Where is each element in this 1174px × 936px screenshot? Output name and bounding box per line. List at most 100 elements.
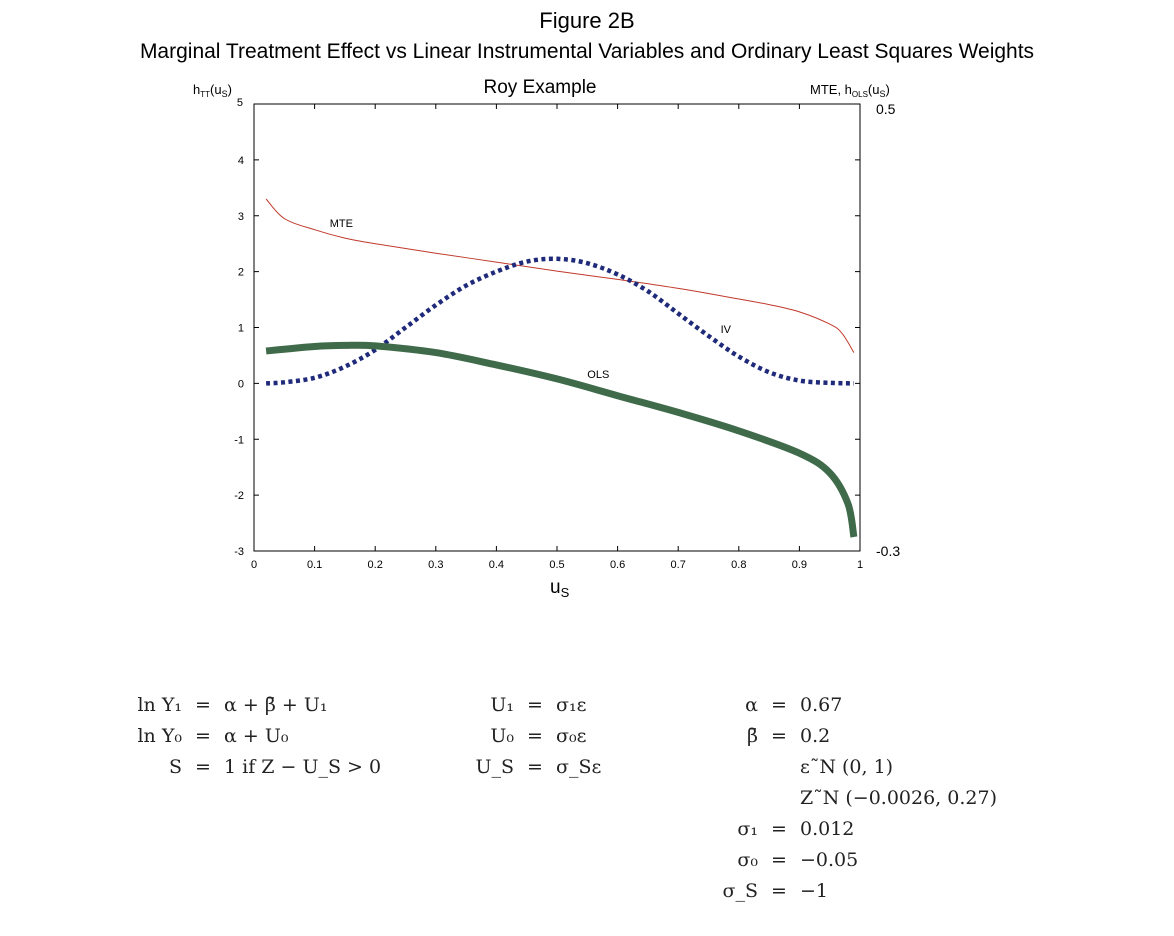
y-right-label-arg: (u (868, 82, 880, 97)
equation-operator: = (527, 694, 543, 716)
y-left-tick-label: 0 (238, 378, 244, 390)
y-left-tick-label: -1 (234, 434, 244, 446)
equation-lhs: ln Y₀ (137, 725, 182, 747)
y-left-label-main: h (193, 82, 200, 97)
equation-row: Z˜N (−0.0026, 0.27) (700, 783, 997, 814)
equation-lhs: α (745, 694, 758, 716)
y-left-tick-label: -3 (234, 546, 244, 558)
equation-lhs: β̄ (747, 725, 758, 747)
x-tick-label: 0.5 (549, 559, 564, 571)
equations-column-3: α = 0.67 β̄ = 0.2 ε˜N (0, 1) Z˜N (−0.0026, 0.27… (700, 690, 997, 907)
equation-row: U₁ = σ₁ε (470, 690, 601, 721)
y-right-label-main: MTE, h (810, 82, 852, 97)
y-left-tick-label: 1 (238, 323, 244, 335)
equation-row: U_S = σ_Sε (470, 752, 601, 783)
y-right-tick-label: -0.3 (876, 543, 900, 559)
equation-rhs: 1 if Z − U_S > 0 (224, 756, 382, 778)
equation-lhs: U_S (475, 756, 514, 778)
x-axis-label: uS (550, 577, 570, 600)
equation-operator: = (771, 880, 787, 902)
equation-operator: = (771, 725, 787, 747)
equation-row: β̄ = 0.2 (700, 721, 997, 752)
y-left-label-arg: (u (210, 82, 222, 97)
equation-rhs: 0.012 (800, 818, 855, 840)
x-tick-label: 0.1 (307, 559, 322, 571)
annotation-ols: OLS (587, 369, 609, 381)
x-tick-label: 0.6 (610, 559, 625, 571)
annotations-layer: MTE IV OLS (330, 218, 732, 381)
figure-title: Figure 2B (539, 8, 635, 33)
equation-row: σ₁ = 0.012 (700, 814, 997, 845)
y-left-tick-label: -2 (234, 490, 244, 502)
equation-operator: = (771, 849, 787, 871)
y-left-tick-label: 5 (237, 97, 243, 109)
equation-rhs: σ₁ε (556, 694, 587, 716)
equation-rhs: α + β̄ + U₁ (224, 694, 328, 716)
equation-row: ln Y₁ = α + β̄ + U₁ (120, 690, 381, 721)
equation-lhs: σ₁ (737, 818, 758, 840)
equation-operator: = (195, 694, 211, 716)
x-tick-label: 0 (251, 559, 257, 571)
equation-row: σ_S = −1 (700, 876, 997, 907)
equation-rhs: α + U₀ (224, 725, 289, 747)
equation-operator: = (771, 818, 787, 840)
equations-column-2: U₁ = σ₁ε U₀ = σ₀ε U_S = σ_Sε (470, 690, 601, 783)
equation-lhs: ln Y₁ (137, 694, 182, 716)
equation-operator: = (527, 725, 543, 747)
series-line-iv (265, 256, 854, 386)
axis-ticks: 0 0.1 0.2 0.3 0.4 0.5 0.6 0.7 0.8 0.9 1 -3 -2 -1 0 1 2 3 4… (234, 97, 900, 571)
series-line-ols (265, 341, 858, 538)
figure-subtitle: Marginal Treatment Effect vs Linear Inst… (139, 40, 1035, 63)
equation-operator: = (195, 725, 211, 747)
annotation-mte: MTE (330, 218, 353, 230)
series-layer (265, 198, 858, 538)
x-tick-label: 0.7 (671, 559, 686, 571)
equation-operator: = (195, 756, 211, 778)
series-line-mte (265, 198, 855, 353)
y-left-label: hTT(uS) (193, 82, 232, 99)
equation-rhs: −1 (800, 880, 829, 902)
y-left-label-close: ) (228, 82, 232, 97)
y-right-label-arg-sub: S (879, 89, 885, 99)
x-axis-label-sub: S (561, 585, 570, 600)
y-left-label-arg-sub: S (222, 89, 228, 99)
x-tick-label: 1 (857, 559, 863, 571)
equation-lhs: S (168, 756, 182, 778)
equation-rhs: Z˜N (−0.0026, 0.27) (800, 787, 997, 809)
equation-row: ln Y₀ = α + U₀ (120, 721, 381, 752)
equation-lhs: U₁ (490, 694, 514, 716)
x-tick-label: 0.9 (792, 559, 807, 571)
y-right-label-sub: OLS (852, 90, 868, 99)
plot-area-frame (253, 103, 861, 552)
x-tick-label: 0.3 (428, 559, 443, 571)
equation-operator: = (527, 756, 543, 778)
equation-row: σ₀ = −0.05 (700, 845, 997, 876)
equation-rhs: σ₀ε (556, 725, 587, 747)
equation-rhs: 0.2 (800, 725, 831, 747)
y-left-tick-label: 3 (238, 211, 244, 223)
equation-row: U₀ = σ₀ε (470, 721, 601, 752)
x-axis-label-main: u (550, 577, 561, 598)
chart-title: Roy Example (484, 77, 597, 98)
y-right-label-close: ) (886, 82, 890, 97)
y-left-tick-label: 2 (238, 267, 244, 279)
equations-column-1: ln Y₁ = α + β̄ + U₁ ln Y₀ = α + U₀ S = 1 if Z − … (120, 690, 381, 783)
equation-row: ε˜N (0, 1) (700, 752, 997, 783)
equation-row: α = 0.67 (700, 690, 997, 721)
x-tick-label: 0.8 (731, 559, 746, 571)
y-left-tick-label: 4 (238, 155, 244, 167)
equation-operator: = (771, 694, 787, 716)
equation-row: S = 1 if Z − U_S > 0 (120, 752, 381, 783)
equation-rhs: −0.05 (800, 849, 859, 871)
equation-lhs: σ₀ (737, 849, 758, 871)
y-right-tick-label: 0.5 (876, 101, 896, 117)
equation-lhs: σ_S (722, 880, 759, 902)
equation-rhs: ε˜N (0, 1) (800, 756, 894, 778)
chart: 0 0.1 0.2 0.3 0.4 0.5 0.6 0.7 0.8 0.9 1 -3 -2 -1 0 1 2 3 4… (193, 77, 900, 600)
y-right-label: MTE, hOLS(uS) (810, 82, 890, 99)
equation-rhs: 0.67 (800, 694, 843, 716)
x-tick-label: 0.4 (489, 559, 504, 571)
equation-lhs: U₀ (490, 725, 514, 747)
equation-rhs: σ_Sε (556, 756, 602, 778)
y-left-label-sub: TT (200, 90, 210, 99)
